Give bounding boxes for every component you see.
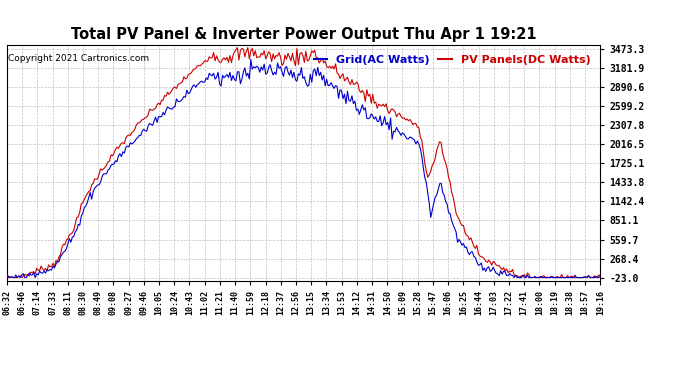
Text: Copyright 2021 Cartronics.com: Copyright 2021 Cartronics.com — [8, 54, 149, 63]
Legend: Grid(AC Watts), PV Panels(DC Watts): Grid(AC Watts), PV Panels(DC Watts) — [309, 51, 595, 69]
Title: Total PV Panel & Inverter Power Output Thu Apr 1 19:21: Total PV Panel & Inverter Power Output T… — [71, 27, 536, 42]
